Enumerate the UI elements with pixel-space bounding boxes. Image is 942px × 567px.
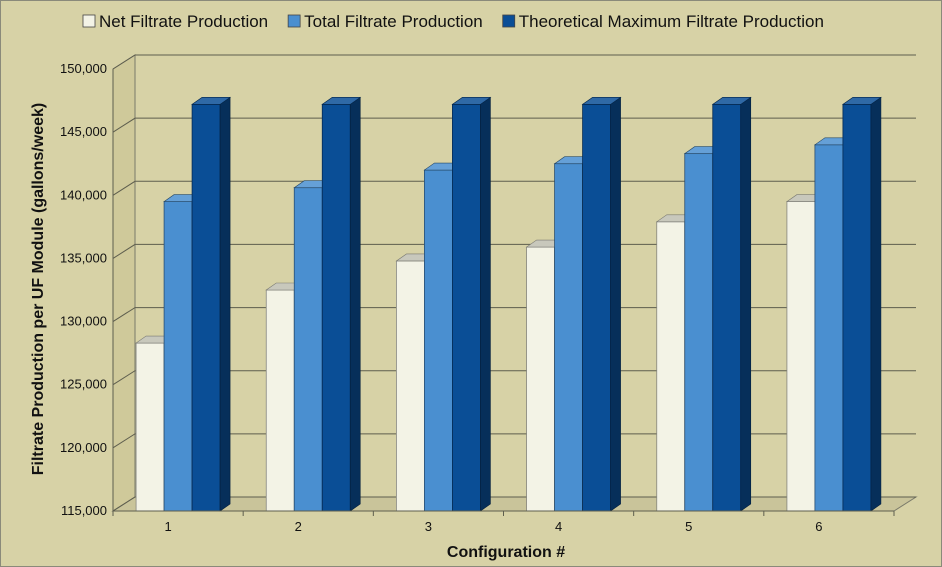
legend-item: Theoretical Maximum Filtrate Production [502, 12, 824, 31]
y-tick-label: 135,000 [60, 250, 107, 265]
y-tick-label: 130,000 [60, 314, 107, 329]
gridline [112, 433, 916, 449]
y-tick-label: 150,000 [60, 61, 107, 76]
bars [135, 96, 882, 512]
y-tick-label: 145,000 [60, 124, 107, 139]
bar-side [740, 96, 752, 512]
legend-swatch [287, 14, 301, 28]
bar-front [814, 144, 844, 512]
bar-front [656, 221, 686, 512]
gridline [112, 54, 916, 70]
bar-front [135, 342, 165, 512]
bar [581, 96, 622, 512]
bar-front [321, 103, 351, 512]
bar-top [711, 97, 752, 105]
bar [191, 96, 232, 512]
bar-top [451, 97, 492, 105]
legend-label: Net Filtrate Production [99, 12, 268, 31]
gridline [112, 117, 916, 133]
bar-top [321, 97, 362, 105]
bar-front [526, 246, 555, 512]
bar-front [554, 163, 583, 512]
bar-front [684, 153, 714, 512]
y-tick-labels: 115,000 120,000 125,000 130,000 135,000 140,0… [60, 61, 107, 518]
bar [841, 96, 882, 512]
side-wall [112, 54, 136, 512]
x-tick-label: 2 [295, 519, 302, 534]
gridline [112, 180, 916, 196]
gridline [112, 307, 916, 322]
gridline [112, 243, 916, 259]
bar-side [219, 96, 231, 512]
bar-front [265, 289, 295, 512]
y-axis-title: Filtrate Production per UF Module (gallo… [30, 103, 47, 475]
gridlines [112, 54, 916, 512]
bar-front [786, 201, 816, 512]
bar [525, 239, 566, 512]
bar [321, 96, 362, 512]
bar-front [582, 103, 611, 512]
x-axis-title: Configuration # [447, 544, 565, 561]
y-tick-label: 120,000 [60, 440, 107, 455]
bar-front [293, 187, 323, 512]
bar-top [191, 97, 232, 105]
bar-front [191, 103, 221, 512]
y-tick-label: 125,000 [60, 377, 107, 392]
legend-label: Theoretical Maximum Filtrate Production [519, 12, 824, 31]
x-tick-label: 4 [555, 519, 562, 534]
legend-swatch [502, 14, 516, 28]
x-tick-label: 6 [815, 519, 822, 534]
y-tick-label: 115,000 [61, 503, 107, 518]
legend-item: Total Filtrate Production [287, 12, 483, 31]
bar-side [480, 96, 491, 512]
gridline [112, 496, 916, 512]
x-tick-label: 3 [425, 519, 432, 534]
bar-front [163, 201, 193, 512]
bar-front [452, 103, 481, 512]
bar-front [842, 103, 872, 512]
x-tick-labels: 1 2 3 4 5 6 [112, 510, 895, 534]
x-tick-label: 1 [164, 519, 171, 534]
bar-side [349, 96, 361, 512]
bar [451, 96, 492, 512]
legend: Net Filtrate Production Total Filtrate Pr… [82, 12, 824, 31]
bar-front [712, 103, 742, 512]
bar-side [870, 96, 882, 512]
legend-swatch [82, 14, 96, 28]
bar [711, 96, 752, 512]
gridline [112, 370, 916, 386]
legend-label: Total Filtrate Production [304, 12, 483, 31]
bar-side [610, 96, 621, 512]
x-tick-label: 5 [685, 519, 692, 534]
legend-item: Net Filtrate Production [82, 12, 268, 31]
bar-front [396, 260, 425, 512]
bar-top [581, 97, 622, 105]
y-tick-label: 140,000 [60, 187, 107, 202]
bar-top [841, 97, 882, 105]
bar-front [424, 169, 453, 512]
